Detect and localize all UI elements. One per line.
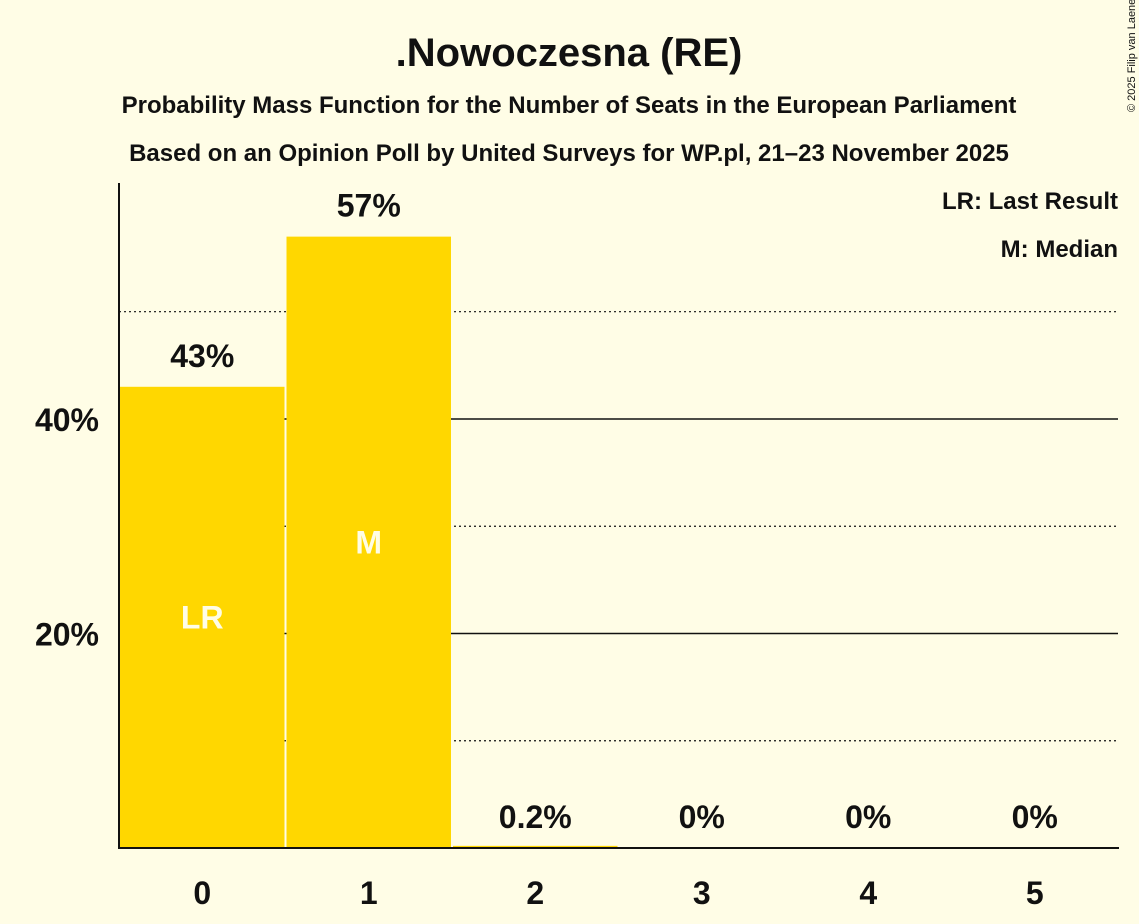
bar-marker-lr: LR: [181, 599, 224, 635]
copyright-note: © 2025 Filip van Laenen: [1126, 0, 1138, 112]
bar-marker-m: M: [355, 524, 382, 560]
y-tick-label-20: 20%: [35, 616, 99, 652]
x-tick-label-2: 2: [526, 875, 544, 911]
value-label-2: 0.2%: [499, 799, 572, 835]
bar-0: [120, 386, 285, 848]
x-tick-label-0: 0: [193, 875, 211, 911]
chart-subtitle-1: Probability Mass Function for the Number…: [122, 92, 1017, 119]
bar-1: [286, 236, 451, 848]
x-tick-label-1: 1: [360, 875, 378, 911]
x-tick-label-4: 4: [859, 875, 877, 911]
chart-title: .Nowoczesna (RE): [396, 31, 743, 75]
x-tick-label-3: 3: [693, 875, 711, 911]
legend-median: M: Median: [1001, 236, 1118, 263]
value-label-5: 0%: [1012, 799, 1058, 835]
data-labels-group: 43% LR 57% M 0.2% 0% 0% 0%: [170, 188, 1058, 835]
chart-subtitle-2: Based on an Opinion Poll by United Surve…: [129, 140, 1009, 167]
value-label-4: 0%: [845, 799, 891, 835]
legend-last-result: LR: Last Result: [942, 188, 1118, 215]
bar-2: [453, 845, 618, 848]
value-label-1: 57%: [337, 188, 401, 224]
value-label-3: 0%: [679, 799, 725, 835]
y-axis-ticks: 20% 40%: [35, 402, 99, 653]
gridlines: [119, 311, 1118, 742]
x-axis-ticks: 0 1 2 3 4 5: [193, 875, 1043, 911]
value-label-0: 43%: [170, 338, 234, 374]
x-tick-label-5: 5: [1026, 875, 1044, 911]
bars-group: [120, 236, 618, 848]
y-tick-label-40: 40%: [35, 402, 99, 438]
